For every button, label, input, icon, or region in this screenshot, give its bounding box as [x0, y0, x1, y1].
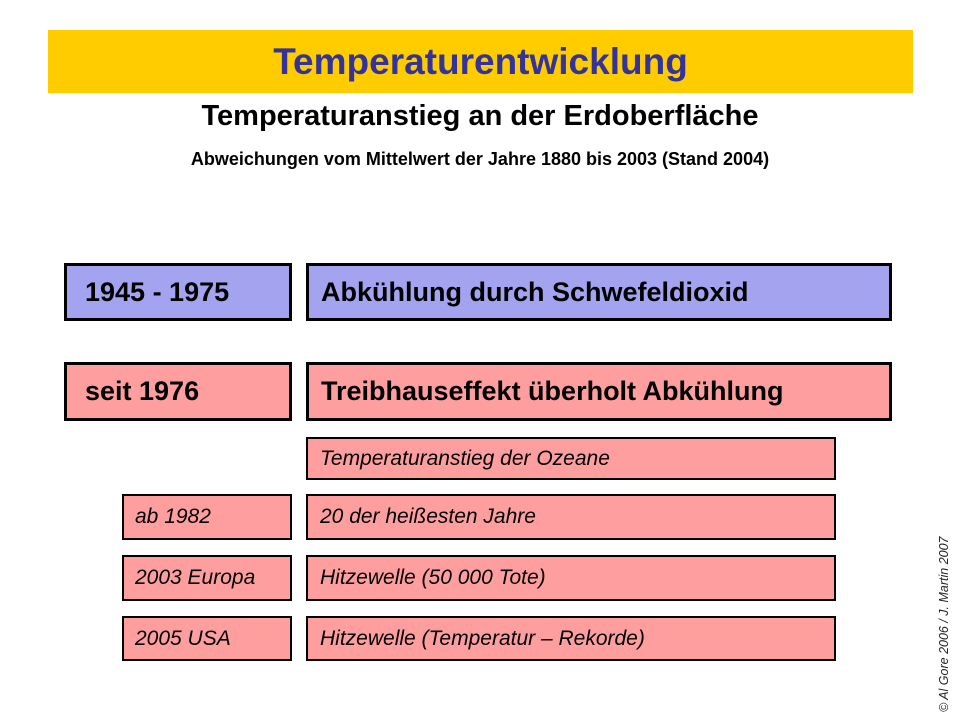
period-box-seit-1976: seit 1976 — [64, 362, 292, 421]
event-box-schwefeldioxid: Abkühlung durch Schwefeldioxid — [306, 263, 892, 321]
event-box-ozeane: Temperaturanstieg der Ozeane — [306, 437, 836, 480]
period-box-1945-1975: 1945 - 1975 — [64, 263, 292, 321]
title-banner: Temperaturentwicklung — [48, 30, 913, 93]
event-box-treibhauseffekt: Treibhauseffekt überholt Abkühlung — [306, 362, 892, 421]
heading: Temperaturanstieg an der Erdoberfläche — [201, 100, 759, 132]
slide-title: Temperaturentwicklung — [273, 40, 688, 82]
period-box-2003-europa: 2003 Europa — [122, 555, 292, 601]
copyright-credit: © Al Gore 2006 / J. Martin 2007 — [937, 536, 951, 712]
period-box-ab-1982: ab 1982 — [122, 494, 292, 540]
event-box-heisseste-jahre: 20 der heißesten Jahre — [306, 494, 836, 540]
event-box-hitzewelle-tote: Hitzewelle (50 000 Tote) — [306, 555, 836, 601]
event-box-hitzewelle-rekorde: Hitzewelle (Temperatur – Rekorde) — [306, 616, 836, 661]
period-box-2005-usa: 2005 USA — [122, 616, 292, 661]
subtitle: Abweichungen vom Mittelwert der Jahre 18… — [190, 149, 770, 169]
